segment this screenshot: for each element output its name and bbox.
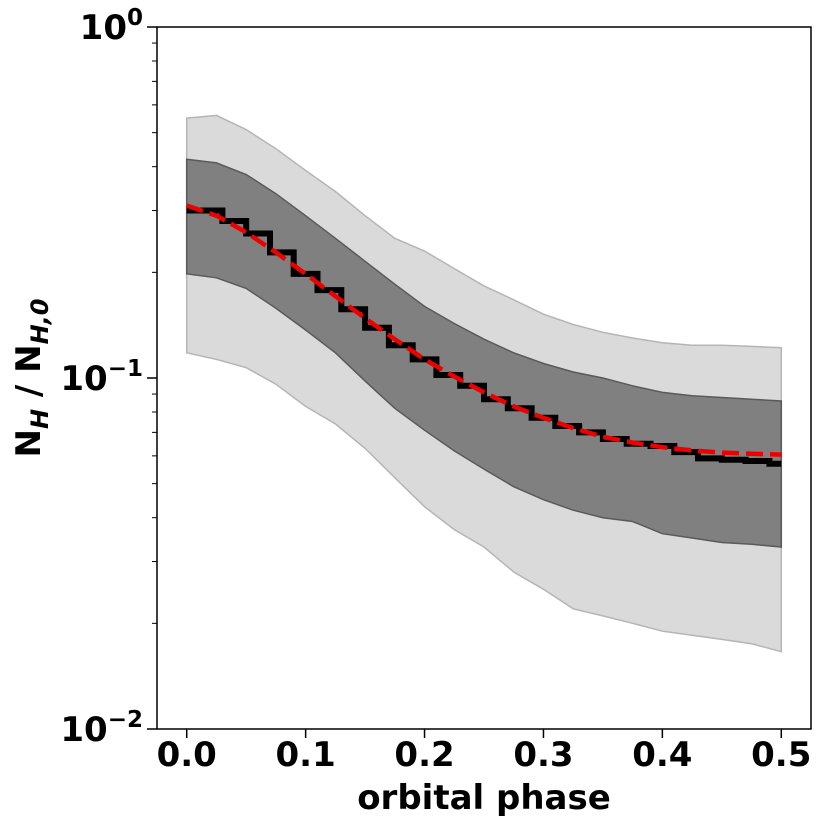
y-tick-label: 10−1 [60, 356, 143, 399]
inner-confidence-band [185, 158, 783, 548]
y-tick-label: 100 [80, 5, 143, 48]
y-axis-title-sep: / N [9, 344, 49, 409]
y-axis-title-main: N [9, 429, 49, 457]
x-tick-label: 0.2 [394, 735, 454, 775]
y-tick-base: 10 [80, 8, 127, 48]
y-axis-title: NH / NH,0 [9, 298, 54, 457]
x-axis-title: orbital phase [357, 778, 611, 818]
y-tick-exponent: 0 [127, 5, 143, 31]
x-tick-label: 0.5 [751, 735, 811, 775]
data-lines [185, 203, 782, 467]
x-tick-label: 0.4 [632, 735, 692, 775]
y-tick-exponent: −1 [108, 356, 143, 382]
x-axis: 0.0 0.1 0.2 0.3 0.4 0.5 [157, 729, 811, 775]
x-tick-label: 0.3 [513, 735, 573, 775]
y-axis-title-sub1: H [26, 409, 54, 429]
x-tick-label: 0.1 [276, 735, 336, 775]
y-tick-label: 10−2 [60, 707, 143, 750]
y-tick-base: 10 [60, 359, 107, 399]
y-tick-base: 10 [60, 710, 107, 750]
model-dashed-line [185, 203, 782, 457]
y-axis-title-sub2: H,0 [26, 298, 54, 344]
y-tick-exponent: −2 [108, 707, 143, 733]
x-tick-label: 0.0 [157, 735, 217, 775]
